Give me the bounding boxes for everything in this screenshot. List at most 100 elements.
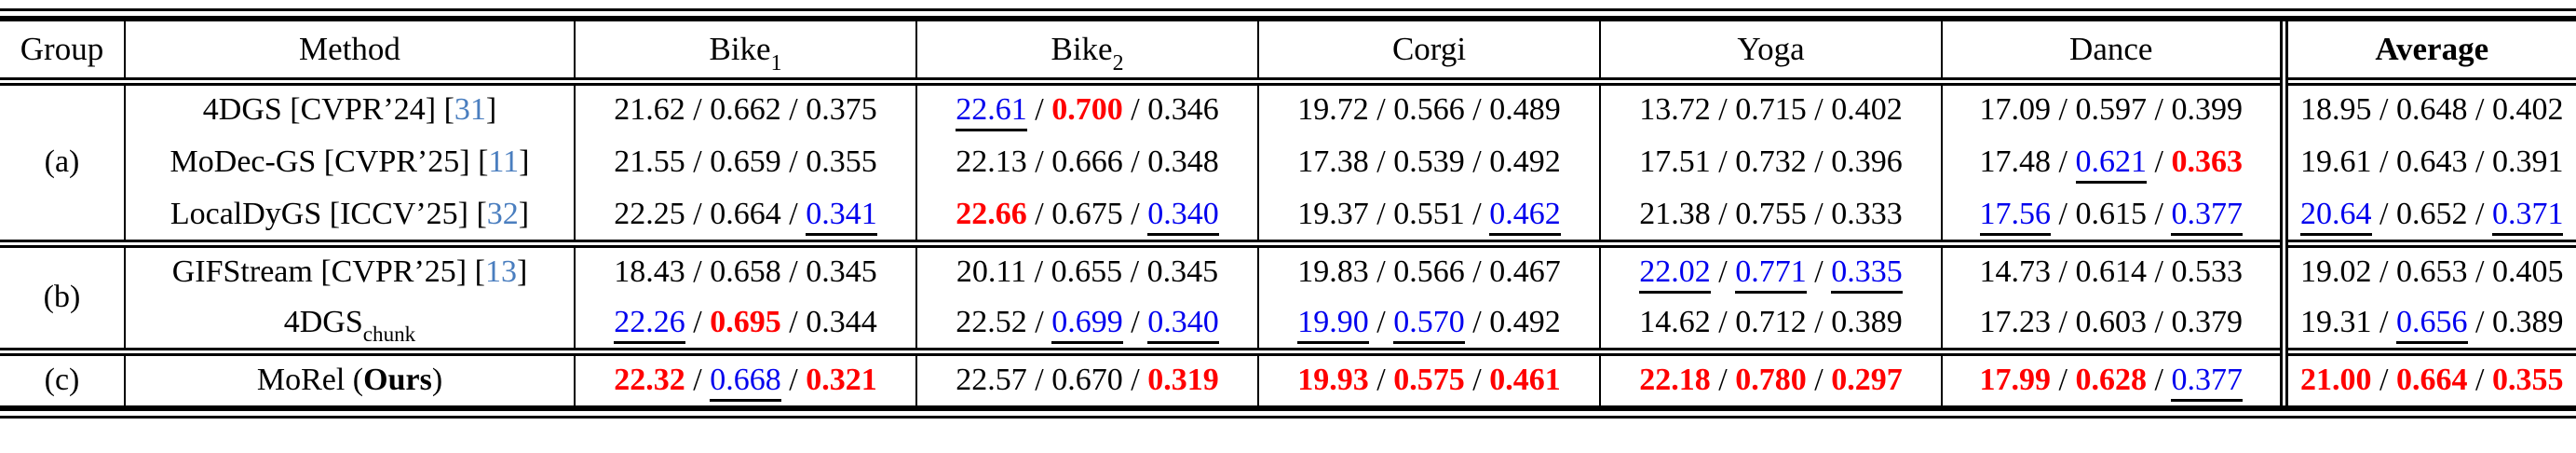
value-separator: / xyxy=(2371,304,2396,339)
metric-value: 21.38 xyxy=(1639,196,1711,231)
metric-value: 0.333 xyxy=(1831,196,1903,231)
scene-metrics-cell: 19.72 / 0.566 / 0.489 xyxy=(1258,81,1601,135)
metric-value: 0.664 xyxy=(710,196,781,231)
method-cell: MoDec-GS [CVPR’25] [11] xyxy=(125,135,576,189)
value-separator: / xyxy=(1710,304,1736,339)
metric-value: 0.533 xyxy=(2171,254,2243,290)
citation-link[interactable]: 11 xyxy=(488,144,520,179)
metric-value: 0.621 xyxy=(2075,144,2147,184)
metric-value: 0.377 xyxy=(2171,363,2243,403)
value-separator: / xyxy=(1368,363,1394,398)
average-metrics-cell: 21.00 / 0.664 / 0.355 xyxy=(2279,351,2576,405)
metric-value: 19.31 xyxy=(2300,304,2372,339)
metric-value: 0.575 xyxy=(1393,363,1465,398)
metric-value: 13.72 xyxy=(1639,92,1711,128)
scene-metrics-cell: 22.02 / 0.771 / 0.335 xyxy=(1600,243,1943,297)
value-separator: / xyxy=(2371,363,2396,398)
metric-value: 0.653 xyxy=(2396,254,2468,290)
value-separator: / xyxy=(2147,254,2172,290)
column-header-average: Average xyxy=(2279,21,2576,81)
method-name-text: Ours xyxy=(363,363,432,398)
metric-value: 0.655 xyxy=(1051,254,1123,290)
value-separator: / xyxy=(2147,196,2172,231)
method-name-text: MoDec-GS [CVPR’25] [ xyxy=(169,144,489,179)
scene-metrics-cell: 19.83 / 0.566 / 0.467 xyxy=(1258,243,1601,297)
metric-value: 22.26 xyxy=(614,304,685,344)
scene-metrics-cell: 17.38 / 0.539 / 0.492 xyxy=(1258,135,1601,189)
method-name-text: ] xyxy=(485,92,497,128)
metric-value: 0.348 xyxy=(1147,144,1219,179)
scene-metrics-cell: 22.25 / 0.664 / 0.341 xyxy=(575,189,917,243)
metric-value: 17.51 xyxy=(1639,144,1711,179)
value-separator: / xyxy=(1122,304,1148,339)
metric-value: 0.340 xyxy=(1147,304,1219,344)
metric-value: 0.467 xyxy=(1489,254,1561,290)
value-separator: / xyxy=(1026,196,1052,231)
metric-value: 0.715 xyxy=(1735,92,1807,128)
metric-value: 0.402 xyxy=(1831,92,1903,128)
metric-value: 0.670 xyxy=(1051,363,1123,398)
value-separator: / xyxy=(2371,196,2396,231)
metric-value: 19.83 xyxy=(1297,254,1369,290)
method-name-text: 4DGS xyxy=(283,304,363,339)
metric-value: 0.345 xyxy=(806,254,877,290)
metric-value: 0.712 xyxy=(1735,304,1807,339)
average-metrics-cell: 19.31 / 0.656 / 0.389 xyxy=(2279,297,2576,351)
scene-metrics-cell: 22.13 / 0.666 / 0.348 xyxy=(916,135,1259,189)
value-separator: / xyxy=(780,92,807,128)
value-separator: / xyxy=(1710,144,1736,179)
scene-metrics-cell: 17.23 / 0.603 / 0.379 xyxy=(1942,297,2285,351)
value-separator: / xyxy=(1368,254,1394,290)
metric-value: 0.566 xyxy=(1393,254,1465,290)
scene-metrics-cell: 14.62 / 0.712 / 0.389 xyxy=(1600,297,1943,351)
metric-value: 22.25 xyxy=(614,196,685,231)
citation-link[interactable]: 31 xyxy=(454,92,486,128)
column-header-bike2: Bike2 xyxy=(916,21,1259,81)
value-separator: / xyxy=(1710,92,1736,128)
scene-metrics-cell: 17.48 / 0.621 / 0.363 xyxy=(1942,135,2285,189)
metric-value: 0.371 xyxy=(2491,196,2564,236)
metric-value: 0.396 xyxy=(1831,144,1903,179)
value-separator: / xyxy=(1026,144,1052,179)
metric-value: 20.11 xyxy=(956,254,1027,290)
metric-value: 22.66 xyxy=(956,196,1027,231)
value-separator: / xyxy=(1026,92,1052,128)
column-header-corgi: Corgi xyxy=(1258,21,1601,81)
metric-value: 22.32 xyxy=(614,363,685,398)
metric-value: 17.99 xyxy=(1979,363,2052,398)
value-separator: / xyxy=(685,144,711,179)
citation-link[interactable]: 13 xyxy=(484,254,517,290)
metric-value: 0.341 xyxy=(806,196,877,236)
column-header-group: Group xyxy=(0,21,126,81)
scene-metrics-cell: 13.72 / 0.715 / 0.402 xyxy=(1600,81,1943,135)
scene-metrics-cell: 22.66 / 0.675 / 0.340 xyxy=(916,189,1259,243)
metric-value: 0.492 xyxy=(1489,304,1561,339)
average-metrics-cell: 20.64 / 0.652 / 0.371 xyxy=(2279,189,2576,243)
metric-value: 0.614 xyxy=(2075,254,2148,290)
scene-metrics-cell: 19.93 / 0.575 / 0.461 xyxy=(1258,351,1601,405)
metric-value: 19.61 xyxy=(2300,144,2372,179)
scene-metrics-cell: 20.11 / 0.655 / 0.345 xyxy=(916,243,1259,297)
metric-value: 0.597 xyxy=(2075,92,2148,128)
metric-value: 22.13 xyxy=(956,144,1027,179)
scene-metrics-cell: 21.38 / 0.755 / 0.333 xyxy=(1600,189,1943,243)
scene-metrics-cell: 19.37 / 0.551 / 0.462 xyxy=(1258,189,1601,243)
value-separator: / xyxy=(2051,254,2076,290)
scene-metrics-cell: 21.55 / 0.659 / 0.355 xyxy=(575,135,917,189)
metric-value: 17.09 xyxy=(1979,92,2052,128)
paper-results-table-page: Group Method Bike1 Bike2 Corgi Yoga Dance Avera… xyxy=(0,8,2576,419)
metric-value: 0.656 xyxy=(2396,304,2468,344)
header-row: Group Method Bike1 Bike2 Corgi Yoga Dance Avera… xyxy=(0,21,2576,81)
method-cell: 4DGS [CVPR’24] [31] xyxy=(125,81,576,135)
metric-value: 0.570 xyxy=(1393,304,1465,344)
value-separator: / xyxy=(1122,363,1148,398)
value-separator: / xyxy=(1710,254,1736,290)
citation-link[interactable]: 32 xyxy=(486,196,519,231)
metric-value: 0.462 xyxy=(1489,196,1561,236)
metric-value: 0.566 xyxy=(1393,92,1465,128)
scene-metrics-cell: 22.61 / 0.700 / 0.346 xyxy=(916,81,1259,135)
value-separator: / xyxy=(1368,144,1394,179)
metric-value: 18.43 xyxy=(614,254,685,290)
value-separator: / xyxy=(1464,304,1490,339)
metric-value: 0.389 xyxy=(1831,304,1903,339)
